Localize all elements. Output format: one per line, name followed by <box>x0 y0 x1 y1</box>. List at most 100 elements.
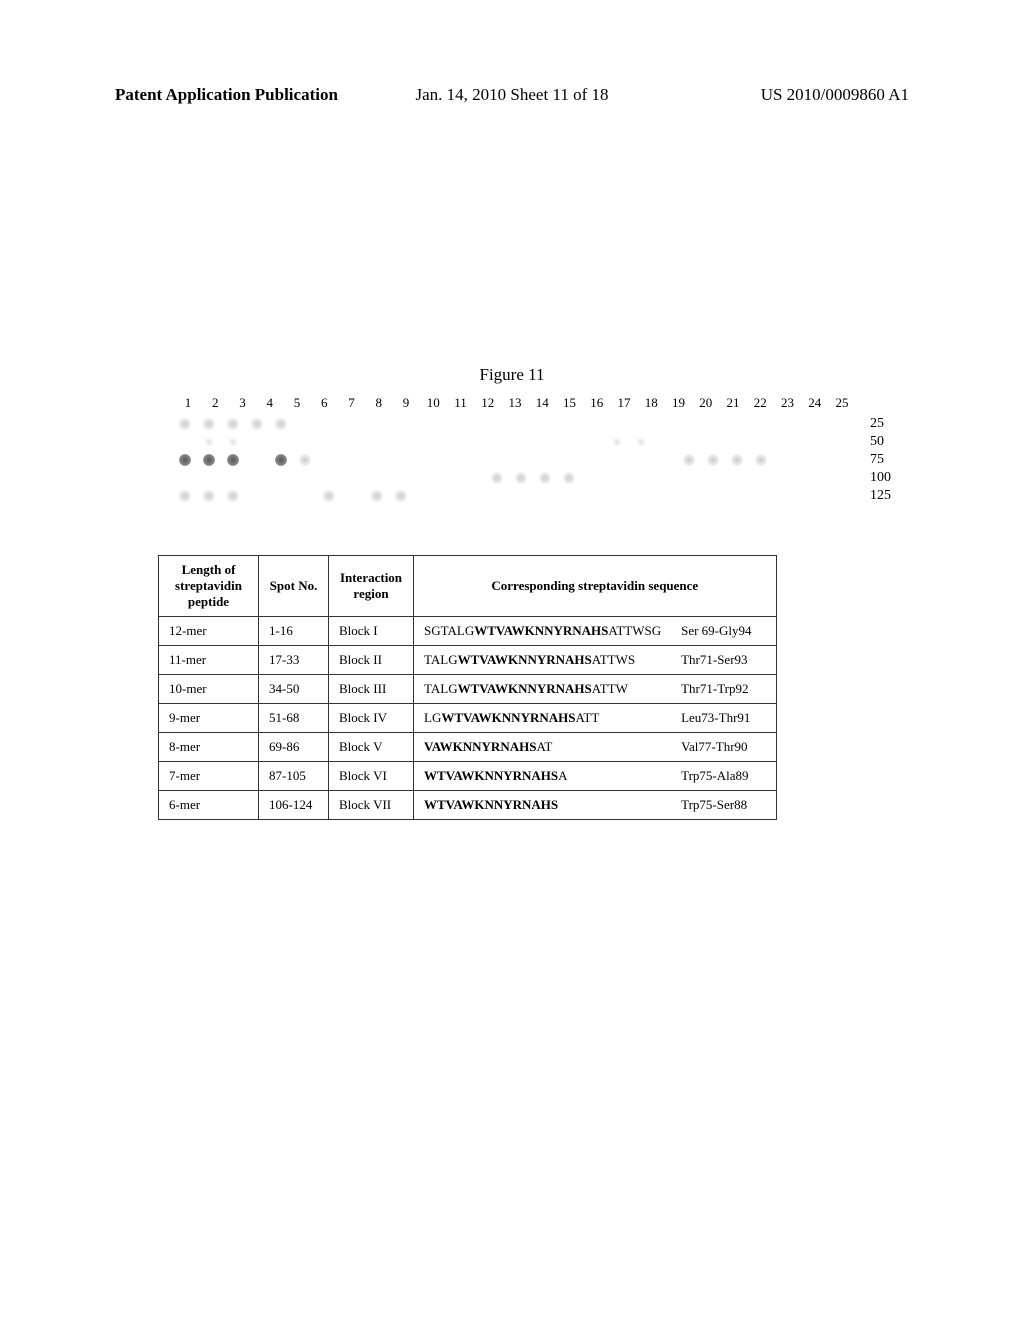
spot <box>247 452 271 468</box>
cell-length: 11-mer <box>159 646 259 675</box>
page-header: Patent Application Publication Jan. 14, … <box>0 85 1024 105</box>
cell-sequence: TALGWTVAWKNNYRNAHSATTWS <box>414 646 672 675</box>
spot <box>223 434 247 450</box>
spot <box>655 470 679 486</box>
spot <box>559 470 583 486</box>
table-row: 12-mer1-16Block ISGTALGWTVAWKNNYRNAHSATT… <box>159 617 777 646</box>
spot <box>535 488 559 504</box>
cell-sequence: TALGWTVAWKNNYRNAHSATTW <box>414 675 672 704</box>
spot <box>607 488 631 504</box>
spot <box>319 470 343 486</box>
spot-row: 50 <box>175 433 855 451</box>
spot <box>343 488 367 504</box>
spot <box>751 470 775 486</box>
spot <box>703 470 727 486</box>
column-label: 5 <box>286 395 308 411</box>
spot <box>295 452 319 468</box>
spot <box>607 452 631 468</box>
header-length: Length of streptavidin peptide <box>159 556 259 617</box>
spot <box>703 434 727 450</box>
column-label: 15 <box>559 395 581 411</box>
spot <box>583 488 607 504</box>
spot <box>271 470 295 486</box>
spot <box>703 452 727 468</box>
spot <box>607 434 631 450</box>
spot <box>559 416 583 432</box>
spot <box>343 470 367 486</box>
cell-spot: 34-50 <box>259 675 329 704</box>
column-label: 23 <box>777 395 799 411</box>
spot <box>295 416 319 432</box>
column-label: 20 <box>695 395 717 411</box>
spot <box>607 470 631 486</box>
column-labels: 1234567891011121314151617181920212223242… <box>175 395 855 411</box>
spot <box>631 488 655 504</box>
header-left: Patent Application Publication <box>115 85 338 105</box>
spot <box>175 488 199 504</box>
spot <box>247 416 271 432</box>
cell-residues: Thr71-Ser93 <box>671 646 776 675</box>
spot <box>199 416 223 432</box>
column-label: 7 <box>341 395 363 411</box>
spot <box>367 452 391 468</box>
spot <box>295 488 319 504</box>
spot <box>343 452 367 468</box>
column-label: 3 <box>232 395 254 411</box>
spot <box>295 434 319 450</box>
spot <box>175 452 199 468</box>
spot <box>199 452 223 468</box>
spot <box>727 416 751 432</box>
spot <box>655 452 679 468</box>
spot <box>487 488 511 504</box>
cell-block: Block IV <box>329 704 414 733</box>
spot <box>199 434 223 450</box>
spot <box>223 416 247 432</box>
spot <box>487 452 511 468</box>
spot <box>679 452 703 468</box>
spot <box>535 434 559 450</box>
cell-residues: Trp75-Ser88 <box>671 791 776 820</box>
cell-spot: 51-68 <box>259 704 329 733</box>
table-row: 9-mer51-68Block IVLGWTVAWKNNYRNAHSATTLeu… <box>159 704 777 733</box>
column-label: 19 <box>668 395 690 411</box>
spot <box>607 416 631 432</box>
header-center: Jan. 14, 2010 Sheet 11 of 18 <box>416 85 609 105</box>
spot <box>391 488 415 504</box>
spot <box>679 416 703 432</box>
header-spot: Spot No. <box>259 556 329 617</box>
spot <box>199 488 223 504</box>
cell-spot: 1-16 <box>259 617 329 646</box>
table-row: 6-mer106-124Block VIIWTVAWKNNYRNAHSTrp75… <box>159 791 777 820</box>
cell-length: 12-mer <box>159 617 259 646</box>
spot <box>655 416 679 432</box>
cell-block: Block VI <box>329 762 414 791</box>
cell-length: 10-mer <box>159 675 259 704</box>
cell-spot: 106-124 <box>259 791 329 820</box>
spot <box>319 416 343 432</box>
spot <box>391 434 415 450</box>
column-label: 2 <box>204 395 226 411</box>
column-label: 9 <box>395 395 417 411</box>
cell-residues: Thr71-Trp92 <box>671 675 776 704</box>
header-sequence: Corresponding streptavidin sequence <box>414 556 777 617</box>
spot <box>415 416 439 432</box>
header-right: US 2010/0009860 A1 <box>761 85 909 105</box>
cell-block: Block V <box>329 733 414 762</box>
column-label: 8 <box>368 395 390 411</box>
spot-row: 100 <box>175 469 855 487</box>
spot <box>391 470 415 486</box>
spot <box>271 434 295 450</box>
spot <box>439 470 463 486</box>
row-label: 75 <box>870 452 910 468</box>
spot <box>175 470 199 486</box>
spot <box>703 488 727 504</box>
spot <box>175 434 199 450</box>
row-label: 100 <box>870 470 910 486</box>
table-row: 10-mer34-50Block IIITALGWTVAWKNNYRNAHSAT… <box>159 675 777 704</box>
cell-sequence: WTVAWKNNYRNAHS <box>414 791 672 820</box>
spot <box>271 452 295 468</box>
spot <box>487 434 511 450</box>
spot <box>439 452 463 468</box>
row-label: 125 <box>870 488 910 504</box>
spot <box>391 452 415 468</box>
